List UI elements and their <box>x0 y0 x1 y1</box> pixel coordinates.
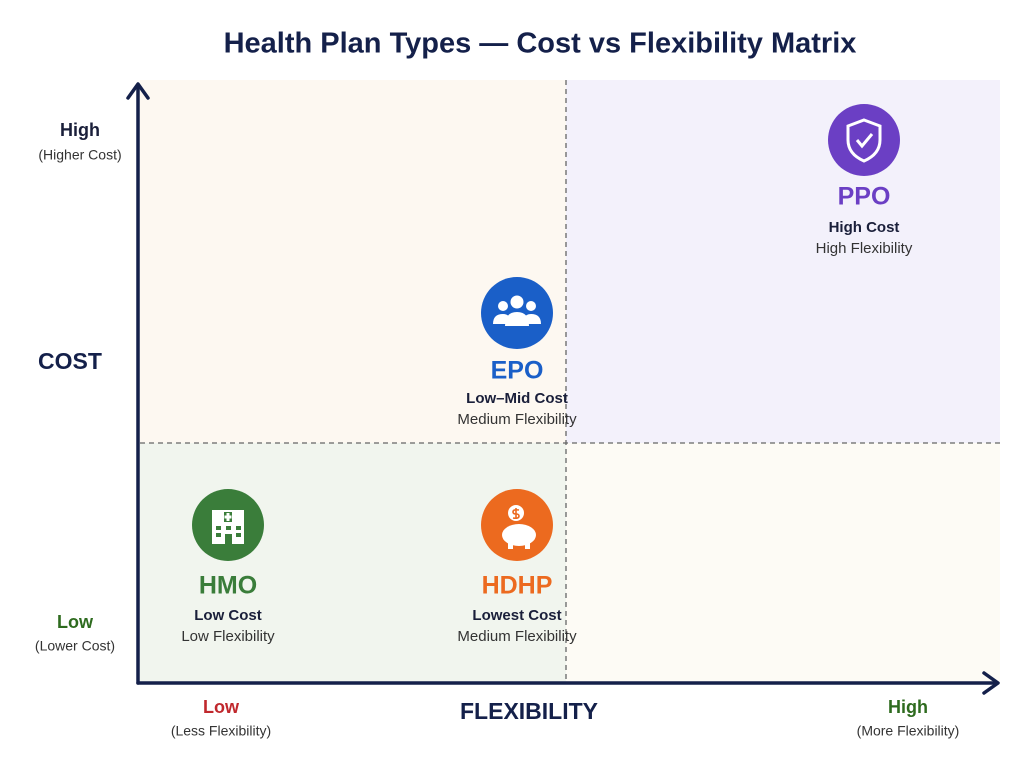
quadrant-top-left <box>140 80 566 443</box>
node-cost: Low–Mid Cost <box>466 390 568 407</box>
node-flexibility: Low Flexibility <box>181 628 275 645</box>
y-low: Low <box>57 612 94 632</box>
node-flexibility: Medium Flexibility <box>457 411 577 428</box>
node-flexibility: High Flexibility <box>816 240 913 257</box>
y-high-note: (Higher Cost) <box>38 147 121 163</box>
epo-node: EPO Low–Mid Cost Medium Flexibility <box>457 277 577 428</box>
node-flexibility: Medium Flexibility <box>457 628 577 645</box>
x-high-note: (More Flexibility) <box>857 723 960 739</box>
node-cost: Low Cost <box>194 607 262 624</box>
hmo-node: HMO Low Cost Low Flexibility <box>181 489 275 645</box>
node-name: HMO <box>199 572 257 600</box>
node-cost: High Cost <box>829 219 900 236</box>
x-high: High <box>888 697 928 717</box>
node-name: HDHP <box>482 572 553 600</box>
y-low-note: (Lower Cost) <box>35 638 115 654</box>
title: Health Plan Types — Cost vs Flexibility … <box>224 28 857 60</box>
quadrant-top-right <box>566 80 1000 443</box>
x-low: Low <box>203 697 240 717</box>
node-name: EPO <box>491 357 544 385</box>
axes <box>126 82 1000 695</box>
x-low-note: (Less Flexibility) <box>171 723 271 739</box>
ppo-node: PPO High Cost High Flexibility <box>816 104 913 257</box>
x-axis-title: FLEXIBILITY <box>460 698 598 724</box>
quadrant-bottom-left <box>140 443 566 683</box>
node-name: PPO <box>838 183 891 211</box>
y-high: High <box>60 120 100 140</box>
y-axis-title: COST <box>38 348 102 374</box>
hdhp-node: HDHP Lowest Cost Medium Flexibility <box>457 489 577 645</box>
quadrant-bottom-right <box>566 443 1000 683</box>
node-cost: Lowest Cost <box>472 607 561 624</box>
